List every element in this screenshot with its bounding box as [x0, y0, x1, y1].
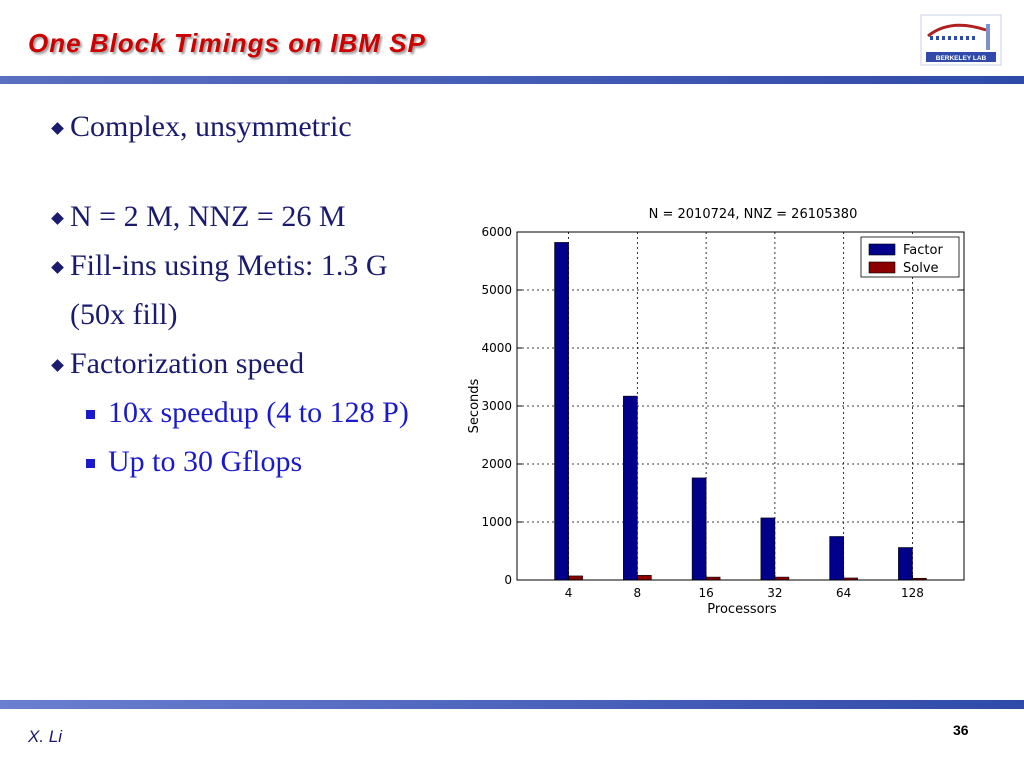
y-tick-label: 4000 — [481, 341, 512, 355]
footer-author: X. Li — [28, 727, 63, 746]
berkeley-lab-logo: BERKELEY LAB — [920, 14, 1002, 66]
y-tick-label: 5000 — [481, 283, 512, 297]
y-tick-label: 1000 — [481, 515, 512, 529]
bullet-item-continuation: (50x fill) — [70, 298, 178, 331]
bar-factor — [760, 517, 776, 581]
legend-swatch-factor — [868, 243, 896, 256]
x-tick-label: 32 — [767, 586, 782, 600]
sub-bullet-square-icon — [86, 459, 95, 468]
x-tick-label: 16 — [698, 586, 713, 600]
bar-factor — [898, 547, 913, 581]
bullet-item: Fill-ins using Metis: 1.3 G — [70, 249, 388, 282]
bullet-diamond-icon — [51, 261, 64, 274]
chart-bars — [554, 242, 927, 581]
x-tick-label: 4 — [565, 586, 573, 600]
y-tick-label: 0 — [504, 573, 512, 587]
chart-axes: 0 1000 2000 3000 4000 5000 6000 4 8 16 32 64 128 — [481, 225, 965, 600]
y-tick-label: 3000 — [481, 399, 512, 413]
x-tick-label: 8 — [634, 586, 642, 600]
legend-swatch-solve — [868, 261, 896, 274]
bar-factor — [623, 395, 638, 581]
bullet-diamond-icon — [51, 122, 64, 135]
footer-divider-bar — [0, 700, 1024, 709]
sub-bullet-item: Up to 30 Gflops — [108, 445, 303, 478]
bullet-item: Factorization speed — [70, 347, 305, 380]
legend-label-factor: Factor — [903, 243, 943, 258]
bullet-item: Complex, unsymmetric — [70, 110, 352, 143]
bullet-diamond-icon — [51, 212, 64, 225]
chart-grid — [517, 232, 964, 580]
chart-title: N = 2010724, NNZ = 26105380 — [649, 207, 858, 222]
y-axis-label: Seconds — [467, 378, 482, 433]
chart-legend: Factor Solve — [860, 236, 960, 278]
bar-solve — [568, 575, 583, 581]
page-number: 36 — [953, 722, 969, 738]
bar-factor — [691, 477, 707, 581]
bar-factor — [829, 536, 844, 581]
timing-bar-chart: N = 2010724, NNZ = 26105380 0 1000 2000 300… — [467, 207, 965, 617]
sub-bullet-item: 10x speedup (4 to 128 P) — [108, 396, 409, 429]
plot-frame — [516, 231, 965, 581]
sub-bullet-square-icon — [86, 410, 95, 419]
x-axis-label: Processors — [707, 602, 777, 617]
bullet-diamond-icon — [51, 359, 64, 372]
x-tick-label: 64 — [836, 586, 851, 600]
x-tick-label: 128 — [901, 586, 924, 600]
legend-label-solve: Solve — [903, 261, 939, 276]
title-divider-bar — [0, 76, 1024, 84]
bar-factor — [554, 242, 569, 581]
y-tick-label: 6000 — [481, 225, 512, 239]
slide-title: One Block Timings on IBM SP — [28, 28, 426, 58]
logo-text: BERKELEY LAB — [936, 55, 987, 62]
bullet-item: N = 2 M, NNZ = 26 M — [70, 200, 346, 233]
bar-solve — [637, 575, 652, 581]
y-tick-label: 2000 — [481, 457, 512, 471]
